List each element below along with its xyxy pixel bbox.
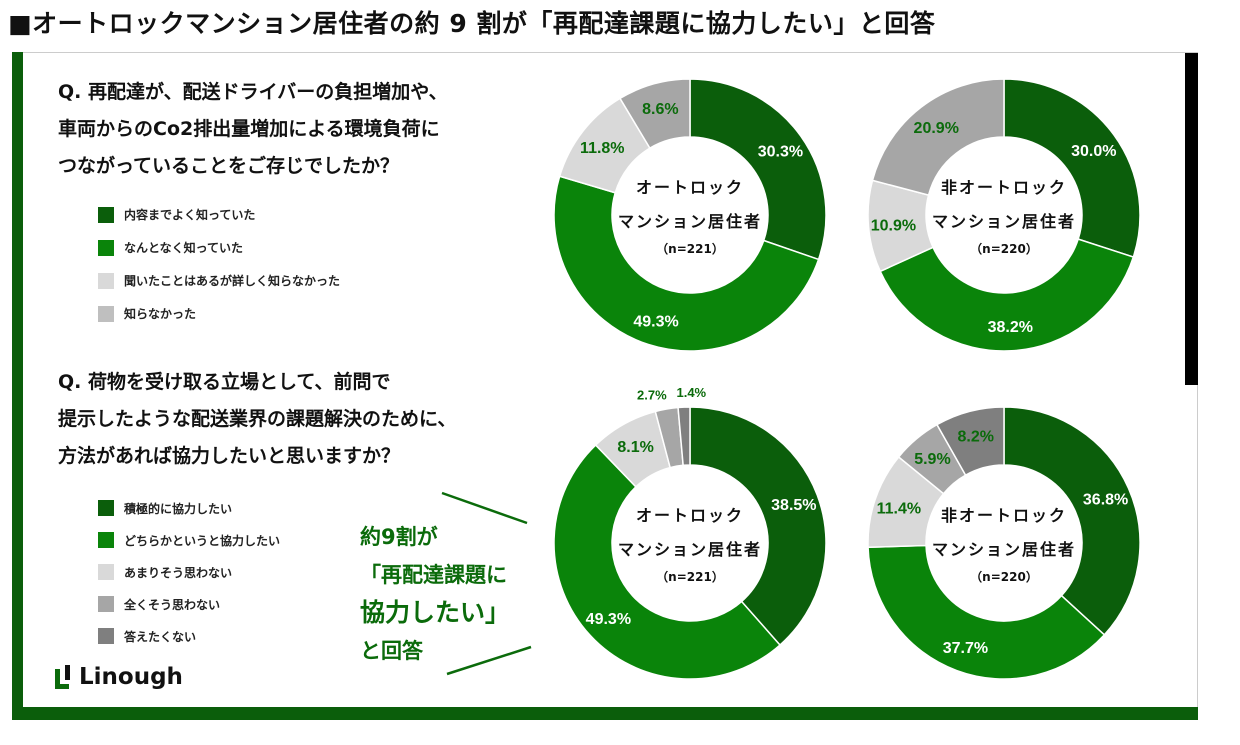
legend-label: 聞いたことはあるが詳しく知らなかった: [124, 274, 341, 288]
legend-label: どちらかというと協力したい: [124, 533, 281, 548]
swatch: [98, 532, 114, 548]
legend-item: 聞いたことはあるが詳しく知らなかった: [98, 264, 340, 297]
donut-chart: 30.3% 49.3% 11.8% 8.6% オートロックマンション居住者 （n=221）: [553, 78, 827, 352]
callout: 約9割が 「再配達課題に 協力したい」 と回答: [360, 518, 510, 670]
linough-logo-icon: [55, 665, 70, 689]
legend-item: 答えたくない: [98, 620, 280, 652]
callout-line: と回答: [360, 639, 423, 663]
center-label: マンション居住者: [932, 212, 1076, 231]
callout-line: 協力したい」: [360, 598, 511, 627]
data-label: 36.8%: [1083, 491, 1128, 508]
donut-chart: 38.5% 49.3% 8.1% 2.7% 1.4% オートロックマンション居住者 （n=2…: [553, 385, 827, 680]
legend-label: 知らなかった: [124, 307, 197, 321]
data-label: 38.2%: [988, 319, 1033, 336]
center-label: （n=221）: [656, 569, 724, 584]
donut-slice: [1003, 406, 1141, 636]
center-label: マンション居住者: [618, 540, 762, 559]
legend-2: 積極的に協力したい どちらかというと協力したい あまりそう思わない 全くそう思わ…: [98, 492, 280, 652]
swatch: [98, 500, 114, 516]
data-label: 5.9%: [914, 451, 950, 468]
legend-label: 内容までよく知っていた: [124, 208, 256, 222]
callout-line: 約9割が: [360, 525, 438, 549]
legend-label: 積極的に協力したい: [124, 501, 233, 516]
question-line: 提示したような配送業界の課題解決のために、: [58, 408, 457, 430]
legend-label: 答えたくない: [124, 629, 197, 644]
callout-line-top: [441, 491, 528, 525]
question-line: 車両からのCo2排出量増加による環境負荷に: [58, 118, 440, 140]
data-label: 38.5%: [771, 497, 816, 514]
data-label: 8.2%: [957, 429, 993, 446]
swatch: [98, 206, 114, 223]
donut-slice: [553, 443, 781, 680]
legend-item: あまりそう思わない: [98, 556, 280, 588]
center-label: マンション居住者: [932, 540, 1076, 559]
donut-slice: [677, 406, 691, 467]
swatch: [98, 596, 114, 612]
swatch: [98, 564, 114, 580]
data-label: 11.4%: [877, 500, 921, 517]
swatch: [98, 628, 114, 644]
data-label: 49.3%: [633, 314, 678, 331]
legend-label: あまりそう思わない: [124, 565, 233, 580]
swatch: [98, 272, 114, 289]
legend-item: 積極的に協力したい: [98, 492, 280, 524]
swatch: [98, 239, 114, 256]
data-label: 2.7%: [637, 387, 667, 402]
donut-slice: [867, 544, 1106, 680]
center-label: （n=221）: [656, 241, 724, 256]
data-label: 37.7%: [943, 640, 988, 657]
data-label: 49.3%: [586, 611, 631, 628]
center-label: （n=220）: [970, 569, 1038, 584]
donut-slice: [879, 238, 1135, 352]
legend-label: なんとなく知っていた: [124, 241, 244, 255]
legend-1: 内容までよく知っていた なんとなく知っていた 聞いたことはあるが詳しく知らなかっ…: [98, 198, 340, 330]
question-2: Q. 荷物を受け取る立場として、前問で 提示したような配送業界の課題解決のために…: [58, 364, 456, 475]
logo-text: Linough: [79, 664, 183, 690]
question-line: 方法があれば協力したいと思いますか？: [58, 445, 401, 467]
data-label: 8.6%: [642, 101, 678, 118]
donut-slice: [689, 406, 827, 647]
left-accent-bar: [12, 52, 23, 720]
scrollbar[interactable]: [1185, 53, 1198, 385]
center-label: 非オートロック: [941, 506, 1067, 525]
center-label: オートロック: [636, 506, 744, 525]
donut-slice: [935, 406, 1005, 477]
legend-item: 全くそう思わない: [98, 588, 280, 620]
data-label: 30.0%: [1071, 143, 1116, 160]
callout-line: 「再配達課題に: [360, 563, 507, 587]
legend-label: 全くそう思わない: [124, 597, 221, 612]
data-label: 1.4%: [676, 385, 706, 400]
donut-slice: [619, 78, 691, 150]
center-label: オートロック: [636, 178, 744, 197]
center-label: （n=220）: [970, 241, 1038, 256]
data-label: 11.8%: [580, 140, 624, 157]
center-label: 非オートロック: [941, 178, 1067, 197]
question-line: Q. 荷物を受け取る立場として、前問で: [58, 371, 391, 393]
question-line: つながっていることをご存じでしたか？: [58, 155, 400, 177]
question-line: Q. 再配達が、配送ドライバーの負担増加や、: [58, 81, 448, 103]
data-label: 8.1%: [617, 439, 653, 456]
legend-item: どちらかというと協力したい: [98, 524, 280, 556]
page-title: ■オートロックマンション居住者の約 9 割が「再配達課題に協力したい」と回答: [8, 9, 936, 38]
donut-slice: [871, 78, 1005, 197]
swatch: [98, 305, 114, 322]
legend-item: なんとなく知っていた: [98, 231, 340, 264]
data-label: 30.3%: [758, 144, 803, 161]
donut-slice: [1003, 78, 1141, 258]
data-label: 10.9%: [871, 217, 916, 234]
logo: Linough: [55, 664, 183, 690]
donut-slice: [553, 175, 820, 352]
bottom-accent-bar: [12, 707, 1198, 720]
question-1: Q. 再配達が、配送ドライバーの負担増加や、 車両からのCo2排出量増加による環…: [58, 74, 448, 185]
legend-item: 知らなかった: [98, 297, 340, 330]
center-label: マンション居住者: [618, 212, 762, 231]
donut-slice: [689, 78, 827, 261]
callout-line-bottom: [446, 645, 532, 676]
data-label: 20.9%: [914, 120, 959, 137]
legend-item: 内容までよく知っていた: [98, 198, 340, 231]
